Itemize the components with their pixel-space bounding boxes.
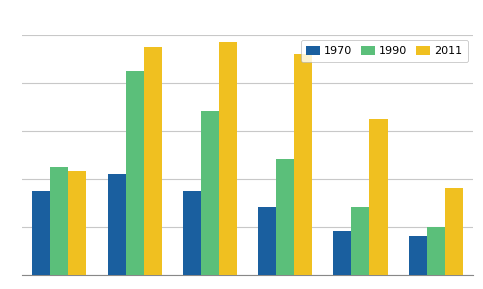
Bar <box>126 71 143 275</box>
Bar <box>333 231 352 275</box>
Bar <box>409 236 426 275</box>
Bar <box>50 166 69 275</box>
Bar <box>258 208 276 275</box>
Bar <box>143 47 162 275</box>
Bar <box>294 54 313 275</box>
Bar <box>276 160 294 275</box>
Bar <box>69 171 86 275</box>
Bar <box>369 118 387 275</box>
Bar <box>426 227 445 275</box>
Bar <box>445 188 463 275</box>
Bar <box>219 42 237 275</box>
Bar <box>183 191 201 275</box>
Bar <box>108 174 126 275</box>
Bar <box>32 191 50 275</box>
Bar <box>201 112 219 275</box>
Bar <box>352 208 369 275</box>
Legend: 1970, 1990, 2011: 1970, 1990, 2011 <box>301 40 468 62</box>
